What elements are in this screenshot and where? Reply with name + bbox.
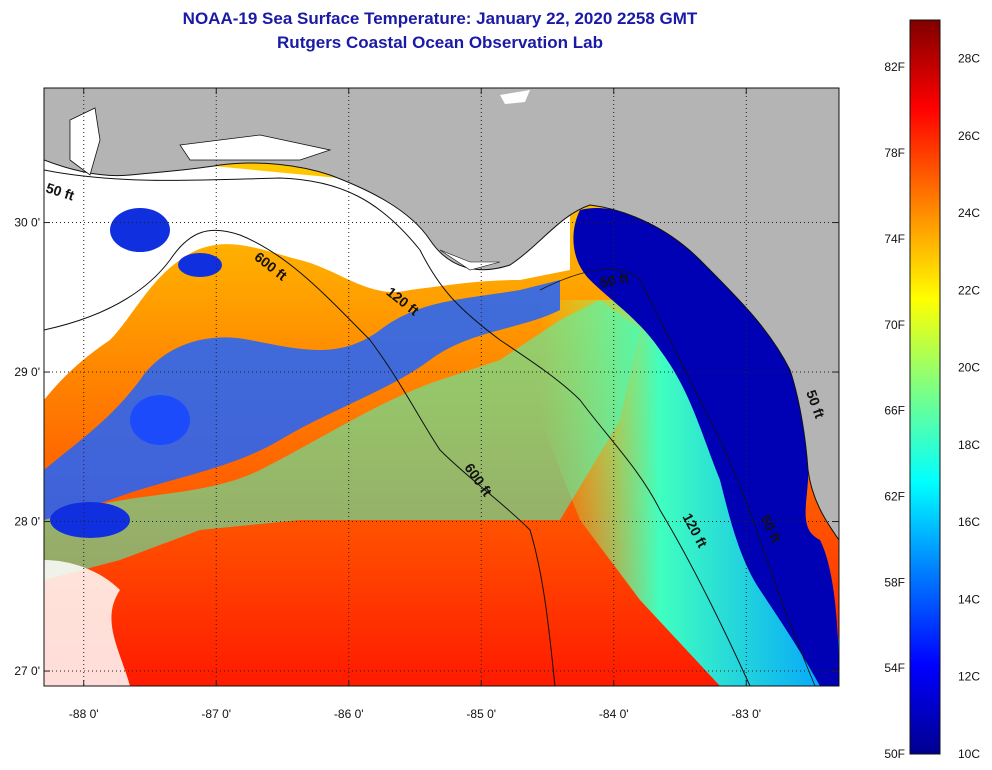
mobile-bay: [69, 107, 101, 176]
colorbar-celsius-label: 18C: [958, 438, 980, 452]
colorbar-celsius-label: 20C: [958, 361, 980, 375]
colorbar-celsius-label: 14C: [958, 592, 980, 606]
colorbar-fahrenheit-label: 78F: [884, 146, 905, 160]
colorbar-celsius-label: 10C: [958, 747, 980, 761]
cloud-mask-sw: [44, 560, 130, 686]
colorbar-fahrenheit-label: 70F: [884, 318, 905, 332]
colorbar-labels: 28C 26C 24C 22C 20C 18C 16C 14C 12C 10C 82F 78F 74F 7…: [884, 52, 980, 761]
apalachicola-bay: [439, 249, 501, 271]
lon-tick-label: -86 0': [334, 707, 364, 721]
colorbar-fahrenheit-label: 82F: [884, 60, 905, 74]
lat-tick-label: 29 0': [14, 365, 40, 379]
colorbar-fahrenheit-label: 66F: [884, 404, 905, 418]
lon-tick-label: -87 0': [201, 707, 231, 721]
cold-patch: [50, 502, 130, 538]
map-frame: [43, 87, 840, 687]
graticule: [44, 88, 839, 686]
lon-tick-label: -84 0': [599, 707, 629, 721]
cold-patch: [110, 208, 170, 252]
contour-label: 50 ft: [599, 270, 630, 291]
lon-tick-label: -88 0': [69, 707, 99, 721]
colorbar-celsius-label: 16C: [958, 515, 980, 529]
map-title: NOAA-19 Sea Surface Temperature: January…: [182, 9, 698, 28]
colorbar-celsius-label: 12C: [958, 670, 980, 684]
map-plot-area: 50 ft 600 ft 120 ft 600 ft 50 ft 120 ft …: [44, 88, 839, 686]
contour-600ft: [44, 229, 556, 686]
map-subtitle: Rutgers Coastal Ocean Observation Lab: [277, 33, 603, 52]
colorbar-celsius-label: 28C: [958, 52, 980, 66]
colorbar-fahrenheit-label: 54F: [884, 661, 905, 675]
land-mass: [44, 88, 839, 541]
colorbar-fahrenheit-label: 74F: [884, 232, 905, 246]
colorbar: [909, 19, 941, 755]
cold-patch: [130, 395, 190, 445]
lat-tick-label: 27 0': [14, 664, 40, 678]
coastal-bay: [179, 134, 332, 161]
cold-patch: [178, 253, 222, 277]
lon-tick-label: -85 0': [466, 707, 496, 721]
colorbar-celsius-label: 26C: [958, 129, 980, 143]
mid-shelf-band: [44, 300, 640, 580]
colorbar-fahrenheit-label: 58F: [884, 575, 905, 589]
lon-tick-label: -83 0': [731, 707, 761, 721]
contour-50ft: [539, 268, 816, 686]
colorbar-celsius-label: 24C: [958, 206, 980, 220]
lat-tick-label: 30 0': [14, 216, 40, 230]
contour-120ft: [44, 169, 751, 686]
inland-lake: [500, 90, 530, 104]
colorbar-celsius-label: 22C: [958, 283, 980, 297]
cold-water-florida: [573, 208, 839, 686]
colorbar-fahrenheit-label: 62F: [884, 489, 905, 503]
lat-tick-label: 28 0': [14, 515, 40, 529]
cold-fringe: [44, 280, 560, 520]
colorbar-fahrenheit-label: 50F: [884, 747, 905, 761]
axis-labels: -88 0' -87 0' -86 0' -85 0' -84 0' -83 0' 30 0…: [14, 216, 761, 721]
